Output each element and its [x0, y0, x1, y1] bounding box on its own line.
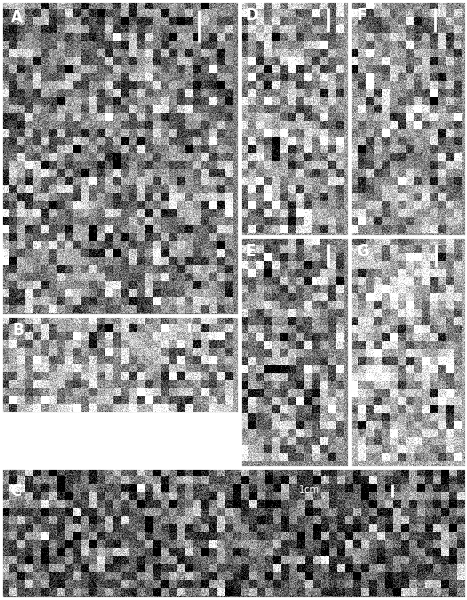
Text: A: A [11, 10, 22, 25]
Text: F: F [357, 8, 368, 23]
Text: D: D [246, 8, 258, 23]
Text: 1cm: 1cm [298, 485, 319, 495]
Text: E: E [246, 244, 256, 259]
Text: B: B [13, 323, 25, 338]
Text: C: C [10, 484, 21, 499]
Text: G: G [356, 244, 368, 259]
